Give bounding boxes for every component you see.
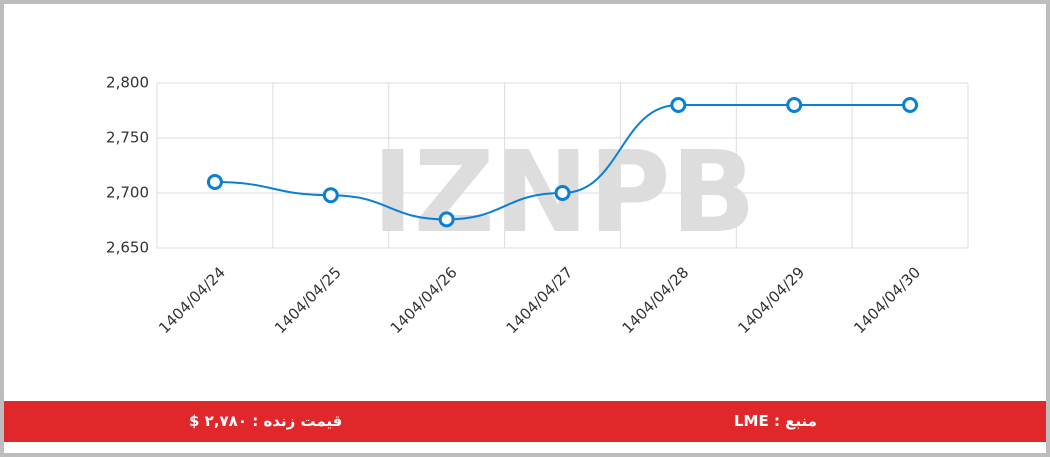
y-tick-label: 2,800 <box>106 74 149 92</box>
point <box>786 97 803 113</box>
footer-bar: قیمت زنده : ۲,۷۸۰ $ منبع : LME <box>4 401 1046 442</box>
x-tick-label: 1404/04/28 <box>618 263 692 337</box>
x-tick-label: 1404/04/24 <box>155 263 229 337</box>
x-tick-label: 1404/04/30 <box>850 263 924 337</box>
point <box>322 187 339 204</box>
y-tick-label: 2,650 <box>106 239 149 257</box>
x-tick-label: 1404/04/29 <box>734 263 808 337</box>
point <box>554 185 571 201</box>
live-price: قیمت زنده : ۲,۷۸۰ $ <box>189 412 343 430</box>
source: منبع : LME <box>734 412 817 430</box>
y-tick-label: 2,750 <box>106 129 149 147</box>
point <box>902 97 919 113</box>
x-tick-label: 1404/04/27 <box>503 263 577 337</box>
x-tick-label: 1404/04/25 <box>271 263 345 337</box>
point <box>670 97 687 113</box>
x-tick-label: 1404/04/26 <box>387 263 461 337</box>
point <box>206 174 223 190</box>
point <box>438 211 455 228</box>
y-tick-label: 2,700 <box>106 184 149 202</box>
